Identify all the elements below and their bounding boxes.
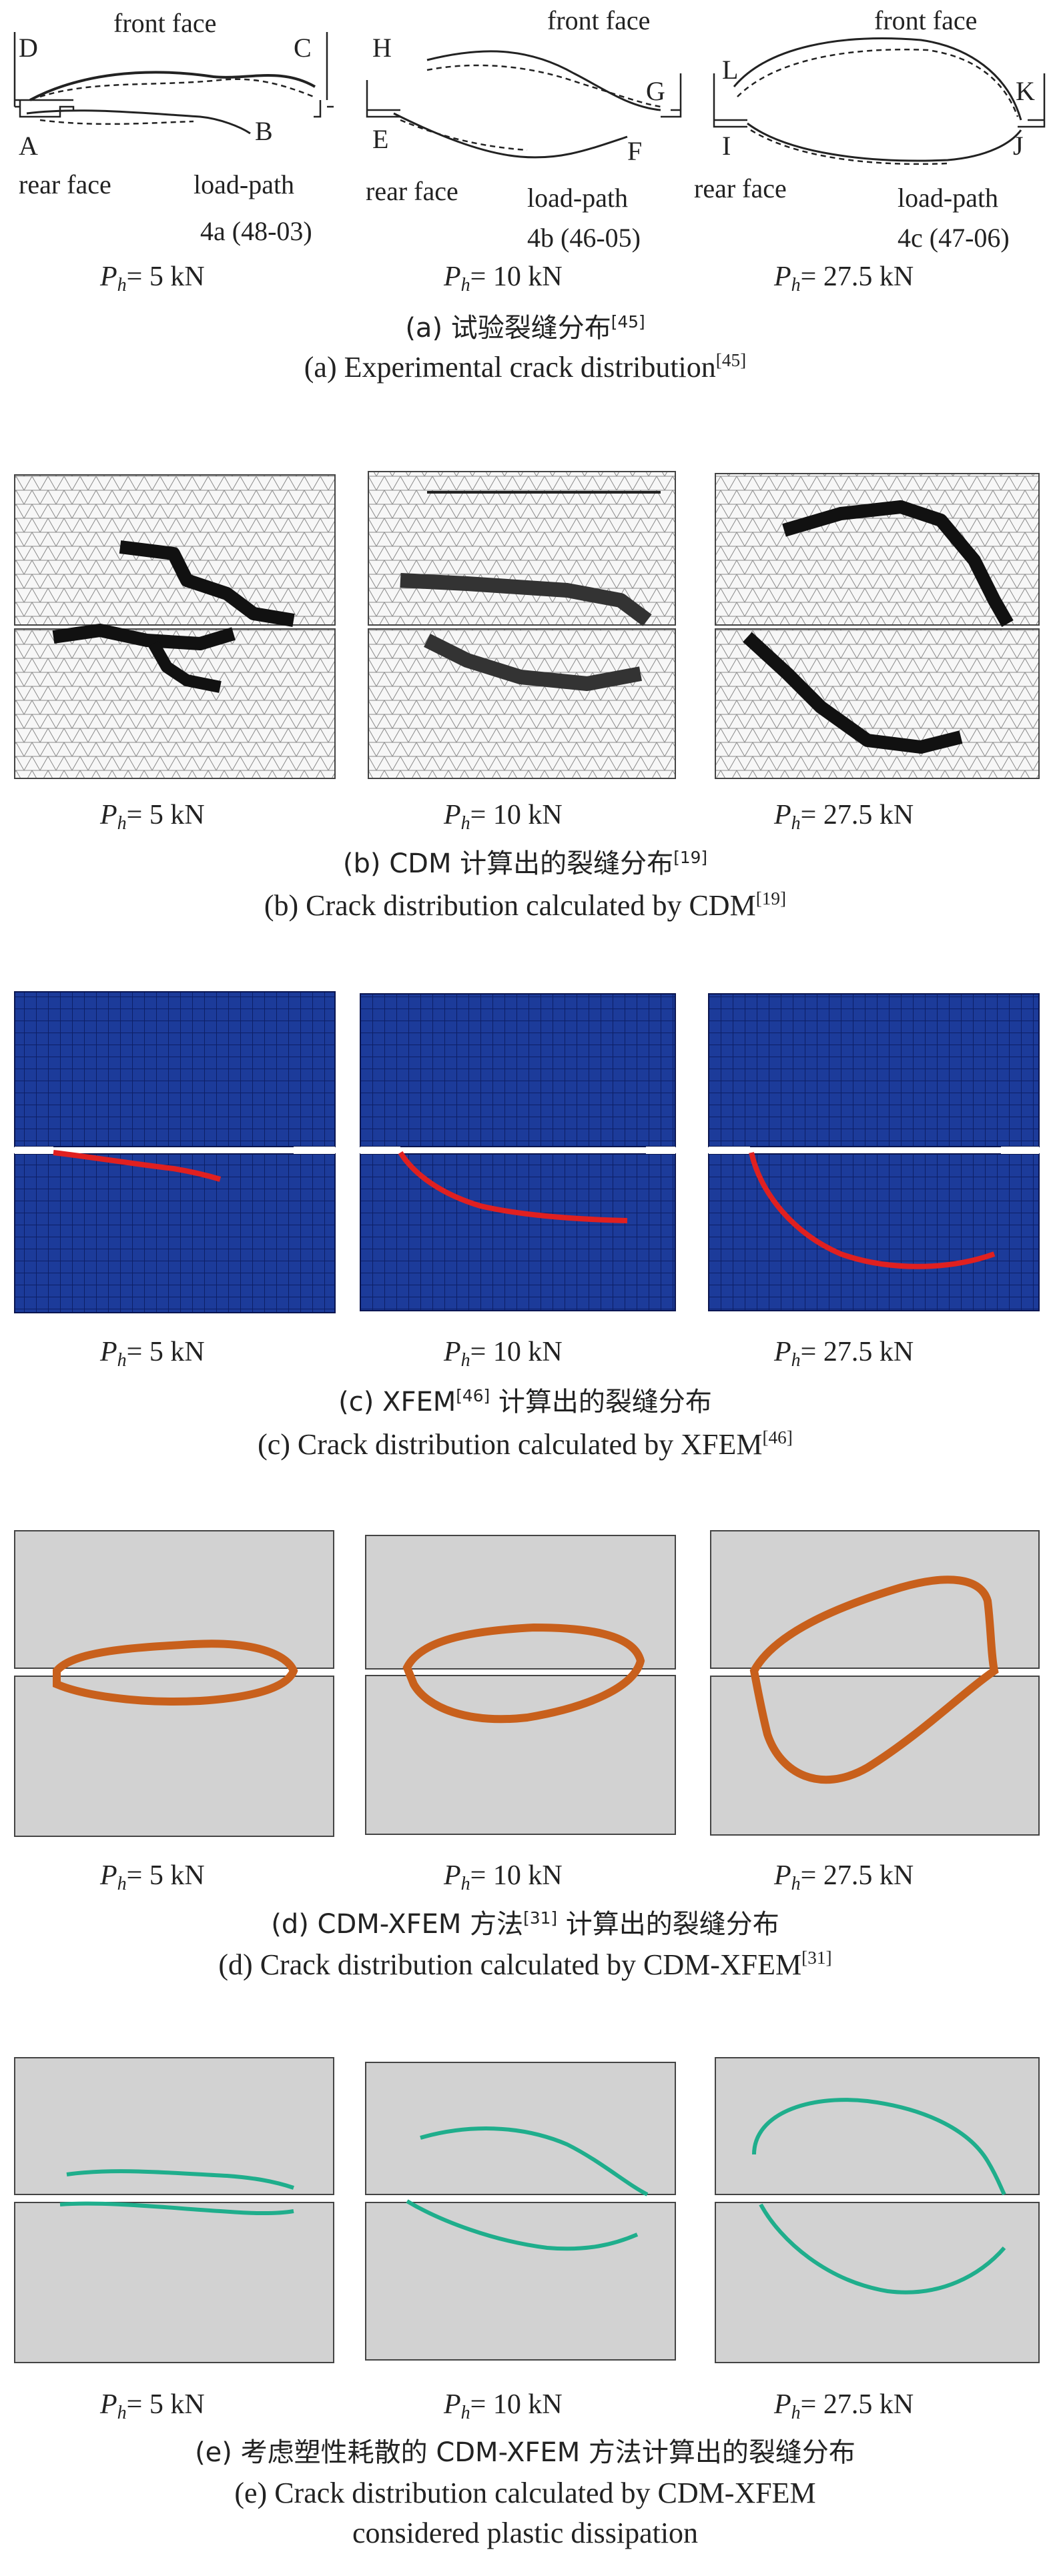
plastic-1 <box>14 2057 334 2363</box>
cdm-mesh-2 <box>368 471 676 779</box>
cdm-mesh-3 <box>715 473 1040 779</box>
caption-d-cn: (d) CDM-XFEM 方法[31] 计算出的裂缝分布 <box>271 1908 779 1940</box>
label-front-face-1: front face <box>113 8 216 38</box>
load-label-e3: Ph= 27.5 kN <box>773 2389 914 2423</box>
load-label-b1: Ph= 5 kN <box>99 800 205 834</box>
point-C: C <box>294 33 312 63</box>
load-label-c1: Ph= 5 kN <box>99 1337 205 1371</box>
load-label-d1: Ph= 5 kN <box>99 1860 205 1894</box>
caption-b-cn: (b) CDM 计算出的裂缝分布[19] <box>343 848 707 879</box>
label-load-path-3: load-path <box>898 183 998 213</box>
label-rear-face-3: rear face <box>694 173 787 203</box>
xfem-mesh-1 <box>14 991 336 1313</box>
load-label-c3: Ph= 27.5 kN <box>773 1337 914 1371</box>
point-H: H <box>372 33 392 63</box>
load-label-e1: Ph= 5 kN <box>99 2389 205 2423</box>
point-F: F <box>627 136 642 166</box>
panel-e-plastic: Ph= 5 kN Ph= 10 kN Ph= 27.5 kN (e) 考虑塑性耗… <box>14 2057 1040 2549</box>
panel-d-cdm-xfem: Ph= 5 kN Ph= 10 kN Ph= 27.5 kN (d) CDM-X… <box>14 1530 1040 1981</box>
point-K: K <box>1016 76 1035 106</box>
point-L: L <box>722 55 738 85</box>
label-specimen-4a: 4a (48-03) <box>200 216 312 246</box>
plastic-3 <box>715 2057 1040 2363</box>
specimen-4b <box>366 50 682 159</box>
load-label-a1: Ph= 5 kN <box>99 261 205 295</box>
load-label-c2: Ph= 10 kN <box>443 1337 563 1371</box>
point-E: E <box>372 124 388 154</box>
panel-c-xfem: Ph= 5 kN Ph= 10 kN Ph= 27.5 kN (c) XFEM[… <box>14 991 1040 1461</box>
point-A: A <box>19 131 38 161</box>
cdmxfem-2 <box>365 1535 676 1835</box>
point-J: J <box>1013 131 1024 161</box>
label-front-face-3: front face <box>874 5 977 35</box>
point-G: G <box>646 76 665 106</box>
xfem-mesh-2 <box>360 993 676 1311</box>
point-I: I <box>722 131 731 161</box>
label-load-path-1: load-path <box>194 169 294 199</box>
load-label-a3: Ph= 27.5 kN <box>773 261 914 295</box>
panel-a-experimental: front face front face front face D C A B… <box>13 5 1046 384</box>
load-label-a2: Ph= 10 kN <box>443 261 563 295</box>
plastic-2 <box>365 2062 676 2361</box>
label-rear-face-1: rear face <box>19 169 111 199</box>
label-specimen-4b: 4b (46-05) <box>527 223 641 253</box>
load-label-e2: Ph= 10 kN <box>443 2389 563 2423</box>
panel-b-cdm: Ph= 5 kN Ph= 10 kN Ph= 27.5 kN (b) CDM 计… <box>14 471 1040 922</box>
load-label-d2: Ph= 10 kN <box>443 1860 563 1894</box>
caption-e-en-line2: considered plastic dissipation <box>352 2517 698 2549</box>
caption-a-cn: (a) 试验裂缝分布[45] <box>405 312 645 344</box>
cdmxfem-3 <box>710 1530 1040 1836</box>
caption-c-en: (c) Crack distribution calculated by XFE… <box>258 1427 793 1461</box>
label-rear-face-2: rear face <box>366 176 458 206</box>
load-label-b3: Ph= 27.5 kN <box>773 800 914 834</box>
specimen-4a <box>13 32 334 135</box>
label-load-path-2: load-path <box>527 183 628 213</box>
cdmxfem-1 <box>14 1530 334 1837</box>
caption-c-cn: (c) XFEM[46] 计算出的裂缝分布 <box>338 1386 712 1417</box>
xfem-mesh-3 <box>708 993 1040 1311</box>
point-B: B <box>255 116 273 146</box>
point-D: D <box>19 33 38 63</box>
specimen-4c <box>713 37 1046 165</box>
caption-e-en-line1: (e) Crack distribution calculated by CDM… <box>234 2477 815 2509</box>
caption-b-en: (b) Crack distribution calculated by CDM… <box>264 888 786 922</box>
caption-e-cn: (e) 考虑塑性耗散的 CDM-XFEM 方法计算出的裂缝分布 <box>195 2437 855 2468</box>
label-specimen-4c: 4c (47-06) <box>898 223 1010 253</box>
load-label-d3: Ph= 27.5 kN <box>773 1860 914 1894</box>
label-front-face-2: front face <box>547 5 650 35</box>
caption-d-en: (d) Crack distribution calculated by CDM… <box>218 1948 831 1981</box>
cdm-mesh-1 <box>14 474 336 779</box>
load-label-b2: Ph= 10 kN <box>443 800 563 834</box>
caption-a-en: (a) Experimental crack distribution[45] <box>304 350 746 384</box>
